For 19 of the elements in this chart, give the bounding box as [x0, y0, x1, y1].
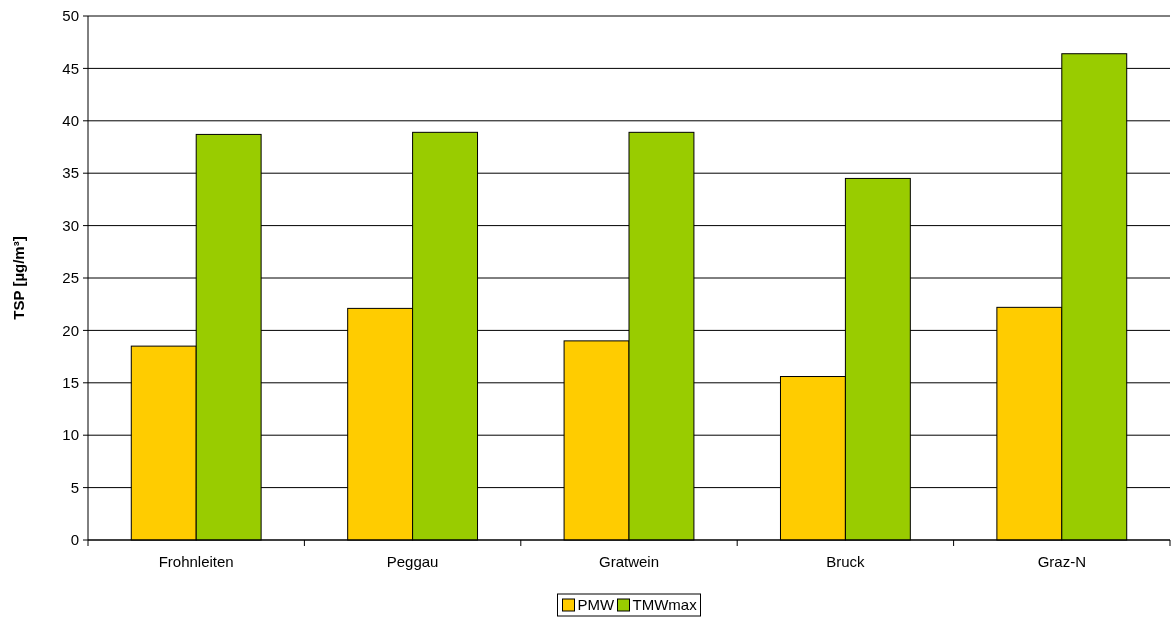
x-tick-label: Graz-N — [1037, 553, 1086, 570]
legend-label: TMWmax — [632, 596, 698, 614]
legend-label: PMW — [577, 596, 615, 614]
x-tick-label: Gratwein — [598, 553, 660, 570]
x-tick-label: Peggau — [386, 553, 439, 570]
y-axis-title: TSP [µg/m³] — [10, 236, 27, 320]
y-tick-label: 35 — [62, 164, 79, 182]
y-tick-label: 15 — [62, 374, 79, 392]
y-tick-label: 20 — [62, 321, 79, 339]
y-tick-label: 40 — [62, 112, 79, 130]
y-tick-label: 45 — [62, 59, 79, 77]
y-tick-label: 25 — [62, 269, 79, 287]
y-tick-label: 10 — [62, 426, 79, 444]
y-tick-label: 30 — [62, 216, 79, 234]
y-tick-label: 50 — [62, 7, 79, 25]
y-tick-label: 5 — [70, 478, 79, 496]
x-tick-label: Frohnleiten — [158, 553, 234, 570]
y-tick-label: 0 — [70, 531, 79, 549]
x-tick-label: Bruck — [826, 553, 866, 570]
